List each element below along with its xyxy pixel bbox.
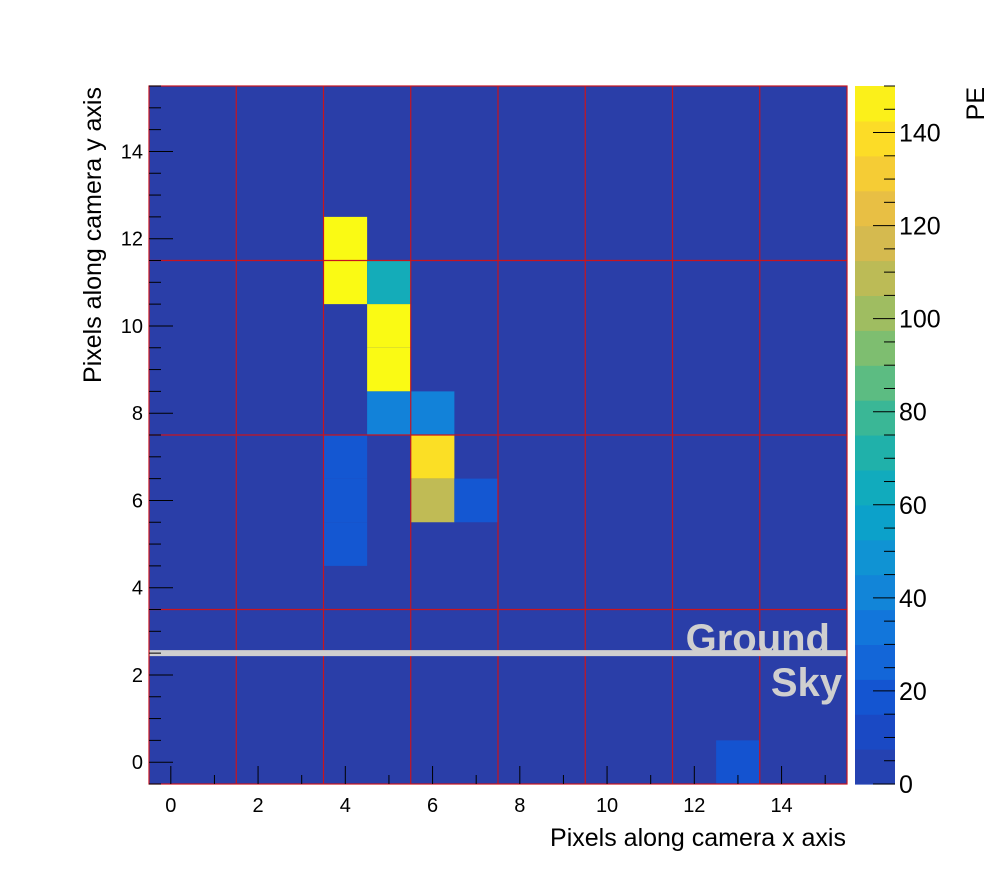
heatmap-cell — [410, 435, 455, 479]
ground-annotation: Ground — [686, 617, 830, 661]
colorbar-band — [855, 749, 895, 785]
colorbar-tick-label: 40 — [899, 585, 927, 613]
colorbar: 0 20 40 60 80 100 120 140 — [855, 85, 941, 799]
y-tick-label: 0 — [132, 752, 143, 774]
heatmap-cell — [367, 391, 411, 435]
axes: 0 2 4 6 8 10 12 14 0 2 4 6 8 10 12 14 — [121, 85, 826, 817]
y-tick-label: 8 — [132, 403, 143, 425]
y-tick-label: 4 — [132, 578, 143, 600]
y-tick-label: 14 — [121, 141, 143, 163]
colorbar-band — [855, 504, 895, 541]
heatmap-cell — [323, 522, 368, 566]
colorbar-band — [855, 330, 895, 366]
x-tick-label: 6 — [427, 795, 438, 817]
colorbar-tick-label: 140 — [899, 120, 941, 148]
y-tick-label: 10 — [121, 316, 143, 338]
heatmap-cell — [367, 260, 411, 305]
colorbar-band — [855, 190, 895, 227]
colorbar-band — [855, 574, 895, 611]
heatmap-cell — [323, 260, 368, 305]
y-axis-label: Pixels along camera y axis — [79, 87, 107, 383]
colorbar-band — [855, 400, 895, 436]
heatmap-cell — [323, 478, 368, 523]
colorbar-band — [855, 609, 895, 645]
colorbar-tick-label: 80 — [899, 399, 927, 427]
colorbar-band — [855, 155, 895, 192]
colorbar-band — [855, 714, 895, 750]
x-tick-label: 2 — [253, 795, 264, 817]
x-tick-label: 8 — [514, 795, 525, 817]
module-grid — [149, 86, 847, 784]
heatmap-cell — [367, 347, 411, 392]
colorbar-band — [855, 679, 895, 715]
colorbar-band — [855, 260, 895, 296]
colorbar-band — [855, 644, 895, 680]
y-tick-label: 12 — [121, 229, 143, 251]
colorbar-tick-label: 100 — [899, 306, 941, 334]
heatmap-cell — [367, 304, 411, 348]
colorbar-band — [855, 539, 895, 576]
colorbar-tick-label: 20 — [899, 678, 927, 706]
y-tick-label: 6 — [132, 490, 143, 512]
heatmap-cell — [323, 216, 368, 261]
x-tick-label: 10 — [596, 795, 618, 817]
x-tick-label: 12 — [683, 795, 705, 817]
x-tick-label: 0 — [165, 795, 176, 817]
colorbar-band — [855, 295, 895, 331]
colorbar-label: PE — [962, 87, 990, 120]
colorbar-band — [855, 86, 895, 122]
y-tick-label: 2 — [132, 665, 143, 687]
colorbar-tick-label: 60 — [899, 492, 927, 520]
x-tick-label: 4 — [340, 795, 351, 817]
colorbar-band — [855, 225, 895, 262]
colorbar-band — [855, 435, 895, 471]
colorbar-band — [855, 469, 895, 506]
x-axis-label: Pixels along camera x axis — [550, 824, 846, 852]
heatmap-cell — [454, 478, 498, 523]
colorbar-tick-label: 120 — [899, 213, 941, 241]
colorbar-band — [855, 120, 895, 157]
heatmap-cell — [323, 435, 368, 479]
heatmap-cell — [410, 478, 455, 523]
sky-annotation: Sky — [771, 661, 843, 705]
heatmap-cell — [410, 391, 455, 435]
colorbar-tick-label: 0 — [899, 771, 913, 799]
x-tick-label: 14 — [770, 795, 792, 817]
colorbar-band — [855, 365, 895, 401]
